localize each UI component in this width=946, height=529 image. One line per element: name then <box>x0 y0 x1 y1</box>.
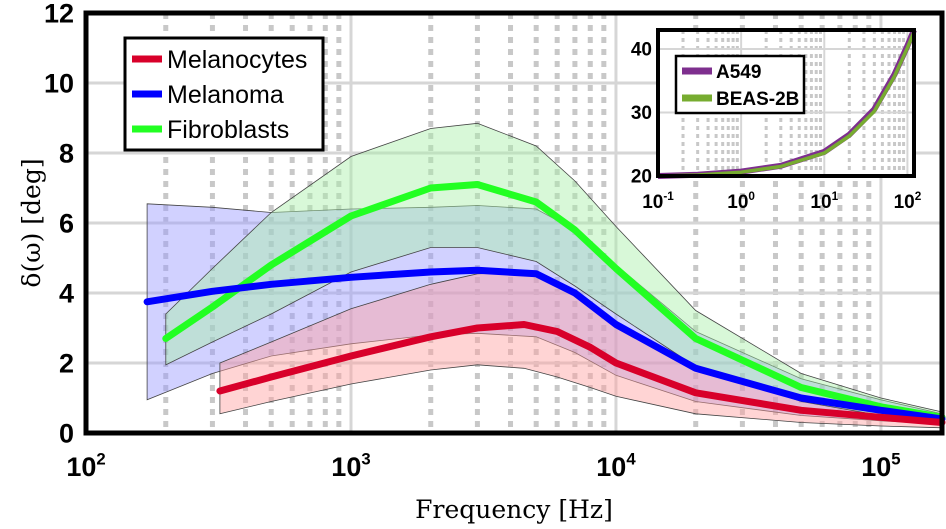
y-tick-label: 4 <box>59 278 74 308</box>
y-tick-label: 20 <box>631 167 652 188</box>
inset-legend: A549 BEAS-2B <box>674 54 806 115</box>
inset-chart: 10-1 100 101 102 20 30 40 A549 BEAS-2B <box>631 28 922 213</box>
inset-legend-box <box>674 54 806 115</box>
inset-lines <box>657 28 917 179</box>
inset-ticks: 10-1 100 101 102 20 30 40 <box>631 40 922 213</box>
y-tick-label: 6 <box>59 208 74 238</box>
y-tick-label: 30 <box>631 103 652 124</box>
legend-label-melanoma: Melanoma <box>167 81 284 109</box>
y-tick-label: 40 <box>631 40 652 61</box>
y-tick-label: 0 <box>59 418 74 448</box>
legend-label-melanocytes: Melanocytes <box>167 46 307 74</box>
series-line-melanocytes <box>216 321 946 426</box>
x-tick-label: 102 <box>894 190 922 213</box>
series-line-fibroblasts <box>162 181 946 421</box>
y-tick-label: 10 <box>44 68 74 98</box>
main-axes-frame <box>83 10 945 436</box>
y-tick-label: 8 <box>59 138 74 168</box>
inset-axes-frame <box>656 28 916 178</box>
y-tick-label: 12 <box>44 0 74 28</box>
y-axis-label: δ(ω) [deg] <box>17 158 46 287</box>
x-tick-label: 105 <box>861 450 900 482</box>
series-line-melanoma <box>143 266 946 423</box>
legend-label-fibroblasts: Fibroblasts <box>167 116 289 144</box>
x-tick-label: 10-1 <box>642 190 674 213</box>
inset-legend-label-a549: A549 <box>716 62 761 83</box>
x-tick-label: 102 <box>66 450 105 482</box>
main-lines <box>143 181 946 426</box>
inset-legend-label-beas-2b: BEAS-2B <box>716 89 799 110</box>
x-tick-label: 100 <box>727 190 755 213</box>
y-tick-label: 2 <box>59 348 74 378</box>
inset-series-line-beas-2b <box>657 31 916 178</box>
x-tick-label: 104 <box>596 450 636 482</box>
x-tick-label: 103 <box>331 450 370 482</box>
main-legend: Melanocytes Melanoma Fibroblasts <box>123 36 325 152</box>
main-ticks: 102 103 104 105 0 2 4 6 8 10 12 <box>44 0 901 482</box>
x-axis-label: Frequency [Hz] <box>415 495 613 524</box>
x-tick-label: 101 <box>810 190 838 213</box>
